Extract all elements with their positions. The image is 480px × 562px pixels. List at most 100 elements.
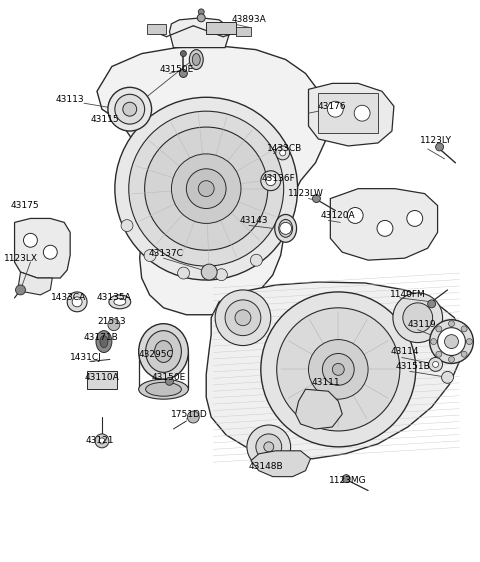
Circle shape — [461, 326, 467, 332]
Circle shape — [323, 353, 354, 386]
Ellipse shape — [145, 382, 181, 396]
Text: 43136F: 43136F — [262, 174, 296, 183]
Polygon shape — [251, 451, 311, 477]
Circle shape — [247, 425, 290, 469]
Circle shape — [332, 364, 344, 375]
Circle shape — [276, 226, 288, 238]
Circle shape — [256, 434, 282, 460]
Text: 43119: 43119 — [408, 320, 436, 329]
Ellipse shape — [189, 49, 203, 70]
Circle shape — [261, 171, 281, 191]
Circle shape — [438, 328, 466, 356]
Text: 1431CJ: 1431CJ — [70, 353, 102, 362]
Text: 1140FM: 1140FM — [390, 291, 426, 300]
Text: 43135A: 43135A — [96, 293, 131, 302]
Polygon shape — [296, 389, 342, 429]
Ellipse shape — [139, 324, 188, 379]
Ellipse shape — [155, 341, 172, 362]
Text: 43171B: 43171B — [84, 333, 119, 342]
Circle shape — [186, 169, 226, 209]
Circle shape — [99, 438, 105, 444]
Text: 43120A: 43120A — [321, 211, 356, 220]
Circle shape — [327, 101, 343, 117]
Circle shape — [123, 102, 137, 116]
Bar — [318, 93, 378, 133]
Circle shape — [309, 339, 368, 399]
Circle shape — [166, 377, 173, 386]
Ellipse shape — [275, 215, 297, 242]
Circle shape — [436, 143, 444, 151]
Circle shape — [403, 303, 432, 333]
Ellipse shape — [192, 53, 200, 66]
Circle shape — [251, 254, 262, 266]
Circle shape — [429, 357, 443, 371]
Polygon shape — [309, 83, 394, 146]
Circle shape — [277, 308, 400, 431]
Bar — [87, 371, 117, 389]
Circle shape — [467, 338, 472, 345]
Polygon shape — [97, 46, 328, 315]
Circle shape — [377, 220, 393, 236]
Text: 1123LX: 1123LX — [3, 253, 37, 262]
Text: 43111: 43111 — [312, 378, 341, 387]
Circle shape — [95, 434, 109, 448]
Circle shape — [261, 292, 416, 447]
Text: 43137C: 43137C — [149, 249, 184, 258]
Circle shape — [431, 338, 437, 345]
Circle shape — [235, 310, 251, 326]
Circle shape — [187, 411, 199, 423]
Circle shape — [428, 300, 436, 308]
Text: 43115: 43115 — [91, 115, 119, 124]
Circle shape — [266, 176, 276, 185]
Circle shape — [264, 442, 274, 452]
Circle shape — [448, 321, 455, 327]
Text: 43151B: 43151B — [396, 362, 430, 371]
Circle shape — [312, 194, 321, 202]
Circle shape — [67, 292, 87, 312]
Circle shape — [197, 14, 205, 22]
Circle shape — [444, 334, 458, 348]
Circle shape — [43, 245, 57, 259]
Text: 21513: 21513 — [97, 317, 126, 326]
Text: 43110A: 43110A — [84, 373, 120, 382]
Circle shape — [430, 320, 473, 364]
Circle shape — [215, 290, 271, 346]
Circle shape — [180, 51, 186, 57]
Circle shape — [347, 207, 363, 224]
Circle shape — [342, 475, 350, 483]
Text: 43150E: 43150E — [159, 65, 193, 74]
Text: 1751DD: 1751DD — [171, 410, 208, 419]
Circle shape — [72, 297, 82, 307]
Text: 43114: 43114 — [391, 347, 419, 356]
Circle shape — [280, 150, 286, 156]
Circle shape — [121, 220, 133, 232]
Ellipse shape — [279, 219, 293, 237]
Text: 43143: 43143 — [240, 216, 268, 225]
Circle shape — [171, 154, 241, 224]
Text: 43176: 43176 — [318, 102, 347, 111]
Circle shape — [108, 87, 152, 131]
Circle shape — [461, 351, 467, 357]
Circle shape — [436, 326, 442, 332]
Circle shape — [436, 351, 442, 357]
Circle shape — [115, 94, 144, 124]
Polygon shape — [19, 272, 52, 295]
Text: 43150E: 43150E — [151, 373, 186, 382]
Circle shape — [432, 361, 439, 368]
Text: 43295C: 43295C — [138, 350, 173, 359]
Text: 1433CA: 1433CA — [50, 293, 86, 302]
Circle shape — [108, 319, 120, 330]
Text: 1123LY: 1123LY — [420, 137, 452, 146]
Text: 43113: 43113 — [56, 95, 84, 104]
Circle shape — [144, 250, 156, 261]
Text: 43148B: 43148B — [249, 462, 283, 471]
Circle shape — [280, 223, 292, 234]
Text: 1123MG: 1123MG — [329, 476, 367, 485]
Circle shape — [24, 233, 37, 247]
Polygon shape — [330, 189, 438, 260]
Ellipse shape — [100, 336, 108, 347]
Circle shape — [198, 9, 204, 15]
Polygon shape — [206, 282, 461, 459]
Circle shape — [198, 181, 214, 197]
Text: 43175: 43175 — [10, 201, 39, 210]
